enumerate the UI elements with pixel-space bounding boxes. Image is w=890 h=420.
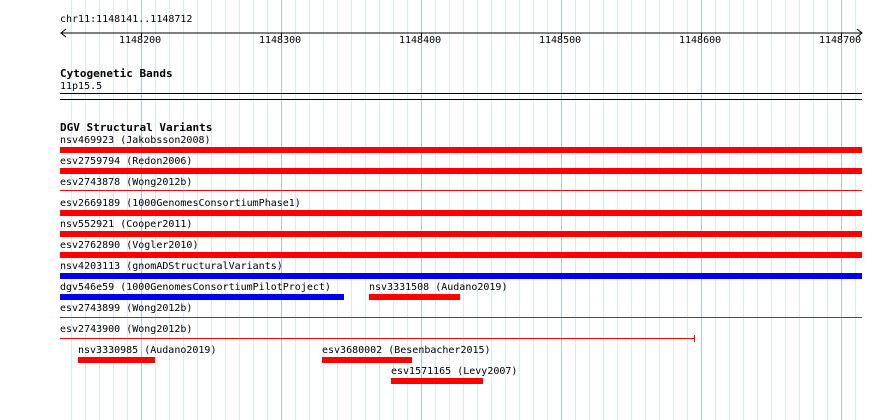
variant-label[interactable]: nsv4203113 (gnomADStructuralVariants) [60,261,283,272]
ruler-tick-label: 1148500 [539,35,582,46]
variant-bar[interactable] [60,168,862,174]
variant-label[interactable]: esv2743878 (Wong2012b) [60,177,193,188]
variant-bar[interactable] [60,231,862,237]
cytoband-label[interactable]: 11p15.5 [60,81,103,92]
ruler-tick-label: 1148600 [679,35,722,46]
variant-bar[interactable] [369,294,460,300]
variant-label[interactable]: esv2743900 (Wong2012b) [60,324,193,335]
variant-label[interactable]: nsv469923 (Jakobsson2008) [60,135,211,146]
variant-bar[interactable] [60,317,862,318]
variant-bar[interactable] [60,190,862,191]
variant-label[interactable]: nsv552921 (Cooper2011) [60,219,193,230]
variant-label[interactable]: esv3680002 (Besenbacher2015) [322,345,491,356]
variant-bar[interactable] [60,273,862,279]
variant-bar[interactable] [322,357,412,363]
variant-bar[interactable] [60,294,344,300]
variant-bar[interactable] [391,378,483,384]
ruler-scale [60,28,863,38]
variant-label[interactable]: dgv546e59 (1000GenomesConsortiumPilotPro… [60,282,331,293]
variant-bar[interactable] [60,252,862,258]
variant-end-tick [694,335,695,342]
ruler-tick-label: 1148700 [819,35,862,46]
variant-label[interactable]: esv1571165 (Levy2007) [391,366,518,377]
variant-bar[interactable] [60,147,862,153]
cytoband-track-title: Cytogenetic Bands [60,67,173,80]
variant-label[interactable]: nsv3330985 (Audano2019) [78,345,217,356]
variant-bar[interactable] [60,338,695,339]
variant-label[interactable]: esv2759794 (Redon2006) [60,156,193,167]
dgv-track-title: DGV Structural Variants [60,121,213,134]
variant-label[interactable]: nsv3331508 (Audano2019) [369,282,508,293]
cytoband-lower-line [60,99,862,100]
ruler-tick-label: 1148200 [119,35,162,46]
ruler-tick-label: 1148300 [259,35,302,46]
ruler-tick-label: 1148400 [399,35,442,46]
variant-bar[interactable] [78,357,155,363]
variant-label[interactable]: esv2669189 (1000GenomesConsortiumPhase1) [60,198,301,209]
variant-label[interactable]: esv2743899 (Wong2012b) [60,303,193,314]
cytoband-upper-line [60,93,862,94]
variant-label[interactable]: esv2762890 (Vogler2010) [60,240,199,251]
variant-bar[interactable] [60,210,862,216]
ruler-coordinates: chr11:1148141..1148712 [60,14,193,25]
